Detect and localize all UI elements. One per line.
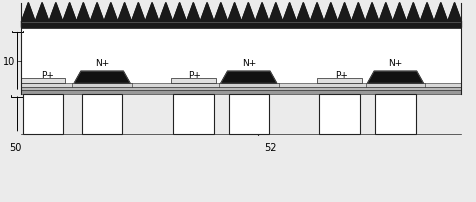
Bar (21, 84, 461, 88)
Bar (219, 84, 278, 88)
Bar (229, 95, 269, 134)
Text: N+: N+ (242, 59, 256, 68)
Bar (172, 95, 214, 134)
Bar (376, 95, 416, 134)
Bar (21, 79, 65, 84)
Text: 10: 10 (3, 57, 16, 66)
Text: N+: N+ (388, 59, 403, 68)
Text: 50: 50 (10, 142, 22, 152)
Bar (72, 84, 132, 88)
Bar (23, 95, 63, 134)
Polygon shape (221, 72, 277, 84)
Polygon shape (367, 72, 423, 84)
Bar (82, 95, 122, 134)
Text: 52: 52 (264, 142, 277, 152)
Text: P+: P+ (188, 71, 201, 80)
Bar (170, 79, 216, 84)
Bar (21, 88, 461, 91)
Bar (319, 95, 360, 134)
Polygon shape (21, 4, 461, 28)
Bar (21, 28, 461, 95)
Bar (21, 91, 461, 95)
Polygon shape (74, 72, 130, 84)
Text: N+: N+ (95, 59, 109, 68)
Text: P+: P+ (335, 71, 347, 80)
Bar (317, 79, 362, 84)
Bar (366, 84, 425, 88)
Text: P+: P+ (41, 71, 54, 80)
